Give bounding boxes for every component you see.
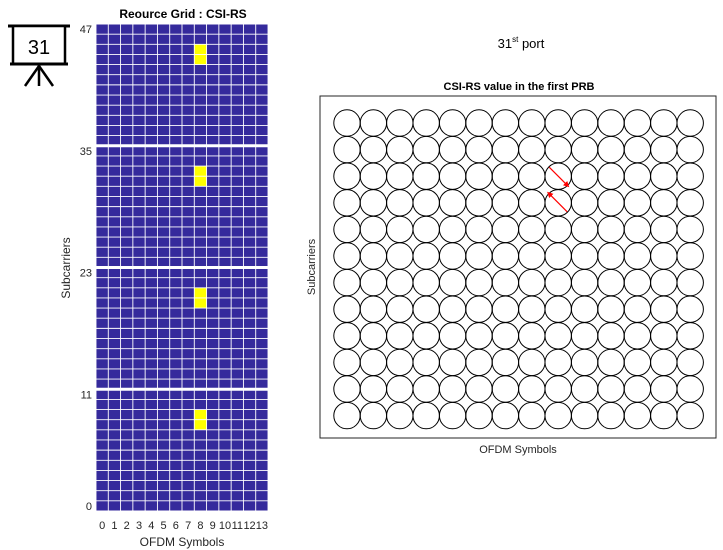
highlighted-cell [194,297,207,309]
projector-screen-icon [8,24,70,87]
prb-boundaries [96,144,268,391]
slide-badge: 31 [8,24,70,87]
grid-x-tick: 11 [232,520,243,532]
grid-x-tick: 10 [219,520,231,532]
highlighted-cell [194,166,207,177]
grid-x-tick: 8 [197,520,203,532]
circle-x-axis-label: OFDM Symbols [479,444,557,456]
grid-y-tick: 23 [80,268,92,280]
port-label: 31st port [498,35,545,51]
circle-y-axis-label: Subcarriers [306,238,318,295]
csi-rs-value-chart: CSI-RS value in the first PRB OFDM Symbo… [306,81,717,456]
grid-x-tick: 13 [256,520,268,532]
highlighted-cell [194,409,207,420]
grid-cells [194,44,207,430]
highlighted-cell [194,44,207,55]
grid-x-axis-label: OFDM Symbols [140,535,225,549]
grid-x-tick: 0 [99,520,105,532]
csi-rs-vector [548,166,570,188]
grid-y-tick: 47 [80,24,92,36]
circle-title: CSI-RS value in the first PRB [444,81,595,93]
grid-y-axis-label: Subcarriers [59,237,73,298]
grid-y-tick-labels: 0 11 23 35 47 [80,24,92,513]
highlighted-cell [194,419,207,430]
grid-x-tick: 9 [210,520,216,532]
csi-rs-vectors [547,166,570,213]
grid-x-tick: 3 [136,520,142,532]
resource-grid-chart: Reource Grid : CSI-RS 0 1 2 3 4 5 6 7 8 9 10 11 12 13… [59,7,269,549]
grid-x-tick: 6 [173,520,179,532]
grid-x-tick: 5 [161,520,167,532]
slide-number: 31 [28,37,50,59]
grid-x-tick: 2 [124,520,130,532]
grid-x-tick-labels: 0 1 2 3 4 5 6 7 8 9 10 11 12 13 [99,520,268,532]
port-superscript: st [512,35,519,44]
grid-y-tick: 11 [81,389,92,401]
highlighted-cell [194,54,207,65]
grid-title: Reource Grid : CSI-RS [119,7,246,21]
constellation-circle [676,401,704,430]
highlighted-cell [194,287,207,298]
grid-x-tick: 7 [185,520,191,532]
port-number: 31 [498,36,512,51]
grid-x-tick: 1 [111,520,117,532]
circle-markers [333,109,704,430]
highlighted-cell [194,176,207,187]
grid-y-tick: 0 [86,501,92,513]
csi-rs-vector [547,191,568,213]
port-suffix: port [518,36,544,51]
grid-x-tick: 4 [148,520,154,532]
grid-x-tick: 12 [243,520,255,532]
grid-y-tick: 35 [80,146,92,158]
